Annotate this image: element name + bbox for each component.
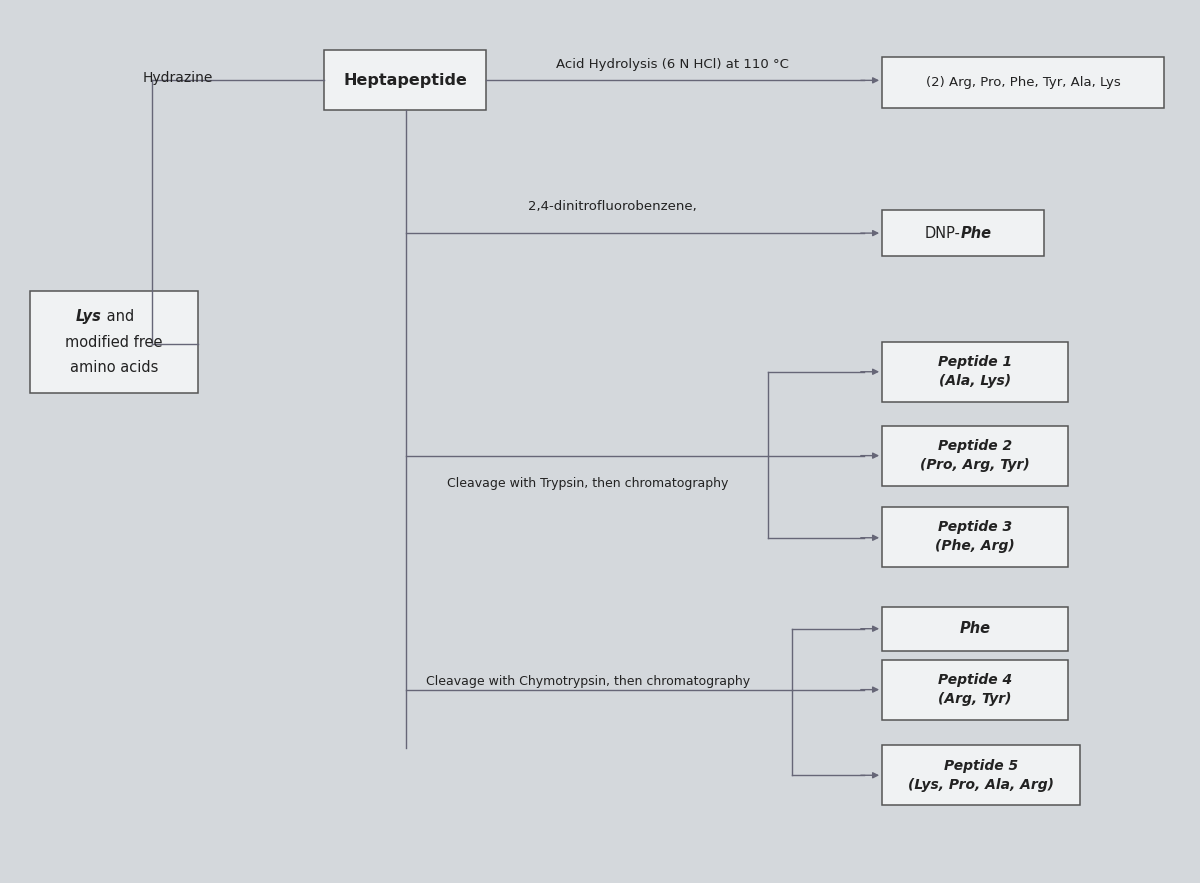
- Text: Peptide 4
(Arg, Tyr): Peptide 4 (Arg, Tyr): [938, 673, 1012, 706]
- Text: Peptide 1
(Ala, Lys): Peptide 1 (Ala, Lys): [938, 355, 1012, 389]
- Text: Phe: Phe: [961, 226, 991, 240]
- Text: 2,4-dinitrofluorobenzene,: 2,4-dinitrofluorobenzene,: [528, 200, 696, 213]
- Text: Phe: Phe: [960, 622, 990, 636]
- Text: amino acids: amino acids: [70, 360, 158, 375]
- Text: modified free: modified free: [65, 335, 163, 350]
- FancyBboxPatch shape: [882, 660, 1068, 720]
- FancyBboxPatch shape: [882, 607, 1068, 651]
- FancyBboxPatch shape: [882, 745, 1080, 805]
- Text: and: and: [102, 309, 134, 324]
- Text: Heptapeptide: Heptapeptide: [343, 73, 467, 87]
- Text: Cleavage with Chymotrypsin, then chromatography: Cleavage with Chymotrypsin, then chromat…: [426, 675, 750, 688]
- Text: Peptide 2
(Pro, Arg, Tyr): Peptide 2 (Pro, Arg, Tyr): [920, 439, 1030, 472]
- Text: Cleavage with Trypsin, then chromatography: Cleavage with Trypsin, then chromatograp…: [448, 478, 728, 490]
- FancyBboxPatch shape: [882, 210, 1044, 256]
- FancyBboxPatch shape: [324, 50, 486, 110]
- Text: Peptide 5
(Lys, Pro, Ala, Arg): Peptide 5 (Lys, Pro, Ala, Arg): [908, 758, 1054, 792]
- Text: Lys: Lys: [76, 309, 102, 324]
- FancyBboxPatch shape: [882, 342, 1068, 402]
- Text: Peptide 3
(Phe, Arg): Peptide 3 (Phe, Arg): [935, 520, 1015, 554]
- Text: DNP-: DNP-: [925, 226, 961, 240]
- Text: Hydrazine: Hydrazine: [143, 71, 212, 85]
- Text: Acid Hydrolysis (6 N HCl) at 110 °C: Acid Hydrolysis (6 N HCl) at 110 °C: [556, 58, 788, 71]
- Text: (2) Arg, Pro, Phe, Tyr, Ala, Lys: (2) Arg, Pro, Phe, Tyr, Ala, Lys: [925, 76, 1121, 88]
- FancyBboxPatch shape: [882, 426, 1068, 486]
- FancyBboxPatch shape: [30, 291, 198, 393]
- FancyBboxPatch shape: [882, 57, 1164, 108]
- FancyBboxPatch shape: [882, 507, 1068, 567]
